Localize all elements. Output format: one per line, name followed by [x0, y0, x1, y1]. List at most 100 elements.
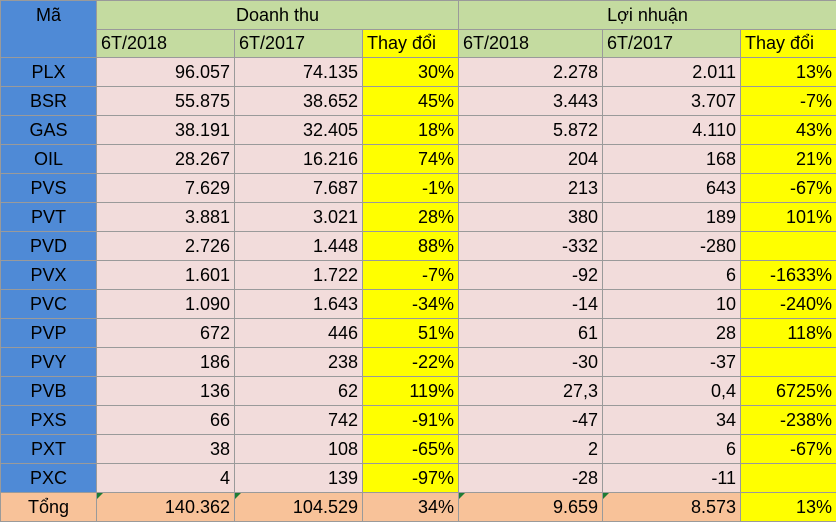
revenue-2017-cell[interactable]: 108	[234, 434, 363, 464]
revenue-2018-cell[interactable]: 4	[96, 463, 235, 493]
profit-2018-cell[interactable]: 204	[458, 144, 604, 174]
profit-change-cell[interactable]: -240%	[740, 289, 836, 319]
revenue-2017-cell[interactable]: 446	[234, 318, 363, 348]
revenue-2018-cell[interactable]: 66	[96, 405, 235, 435]
revenue-2017-cell[interactable]: 32.405	[234, 115, 363, 145]
profit-change-cell[interactable]: 21%	[740, 144, 836, 174]
revenue-2017-cell[interactable]: 3.021	[234, 202, 363, 232]
revenue-2017-cell[interactable]: 7.687	[234, 173, 363, 203]
profit-change-cell[interactable]: -67%	[740, 173, 836, 203]
total-revenue-2018-cell[interactable]: 140.362	[96, 492, 235, 522]
revenue-change-cell[interactable]: -22%	[361, 347, 460, 377]
profit-group-header[interactable]: Lợi nhuận	[458, 0, 836, 30]
profit-2018-cell[interactable]: -92	[458, 260, 604, 290]
code-header-cell[interactable]: Mã	[0, 0, 97, 58]
revenue-2018-cell[interactable]: 96.057	[96, 57, 235, 87]
profit-change-cell[interactable]: -1633%	[740, 260, 836, 290]
profit-2018-cell[interactable]: 213	[458, 173, 604, 203]
revenue-2017-cell[interactable]: 1.722	[234, 260, 363, 290]
code-cell[interactable]: PVP	[0, 318, 97, 348]
profit-2018-cell[interactable]: 27,3	[458, 376, 604, 406]
revenue-2018-header[interactable]: 6T/2018	[96, 29, 235, 58]
revenue-2017-header[interactable]: 6T/2017	[234, 29, 363, 58]
code-cell[interactable]: PXS	[0, 405, 97, 435]
total-profit-change-cell[interactable]: 13%	[740, 492, 836, 522]
code-cell[interactable]: OIL	[0, 144, 97, 174]
code-cell[interactable]: PVX	[0, 260, 97, 290]
revenue-change-header[interactable]: Thay đổi	[361, 29, 460, 58]
profit-2018-cell[interactable]: 5.872	[458, 115, 604, 145]
revenue-2017-cell[interactable]: 62	[234, 376, 363, 406]
profit-2018-cell[interactable]: 61	[458, 318, 604, 348]
code-cell[interactable]: PVD	[0, 231, 97, 261]
revenue-2018-cell[interactable]: 38.191	[96, 115, 235, 145]
profit-2017-cell[interactable]: 28	[602, 318, 742, 348]
revenue-change-cell[interactable]: 51%	[361, 318, 460, 348]
profit-change-cell[interactable]: -67%	[740, 434, 836, 464]
revenue-2018-cell[interactable]: 55.875	[96, 86, 235, 116]
revenue-2018-cell[interactable]: 1.601	[96, 260, 235, 290]
profit-2017-cell[interactable]: 3.707	[602, 86, 742, 116]
profit-2018-cell[interactable]: 3.443	[458, 86, 604, 116]
revenue-2018-cell[interactable]: 672	[96, 318, 235, 348]
profit-change-cell[interactable]	[740, 231, 836, 261]
code-cell[interactable]: PVB	[0, 376, 97, 406]
profit-change-cell[interactable]	[740, 463, 836, 493]
profit-2018-cell[interactable]: 2	[458, 434, 604, 464]
revenue-2017-cell[interactable]: 139	[234, 463, 363, 493]
code-cell[interactable]: PXC	[0, 463, 97, 493]
code-cell[interactable]: PVY	[0, 347, 97, 377]
revenue-change-cell[interactable]: 30%	[361, 57, 460, 87]
code-cell[interactable]: PXT	[0, 434, 97, 464]
profit-2017-cell[interactable]: 10	[602, 289, 742, 319]
revenue-change-cell[interactable]: -97%	[361, 463, 460, 493]
profit-2017-cell[interactable]: 0,4	[602, 376, 742, 406]
profit-2018-cell[interactable]: -14	[458, 289, 604, 319]
revenue-2018-cell[interactable]: 186	[96, 347, 235, 377]
revenue-change-cell[interactable]: 88%	[361, 231, 460, 261]
revenue-change-cell[interactable]: 74%	[361, 144, 460, 174]
code-cell[interactable]: BSR	[0, 86, 97, 116]
revenue-change-cell[interactable]: 45%	[361, 86, 460, 116]
code-cell[interactable]: PVT	[0, 202, 97, 232]
profit-2017-cell[interactable]: 4.110	[602, 115, 742, 145]
revenue-2017-cell[interactable]: 1.643	[234, 289, 363, 319]
profit-change-cell[interactable]: 118%	[740, 318, 836, 348]
total-label-cell[interactable]: Tổng	[0, 492, 97, 522]
revenue-2018-cell[interactable]: 2.726	[96, 231, 235, 261]
code-cell[interactable]: GAS	[0, 115, 97, 145]
profit-2018-cell[interactable]: 380	[458, 202, 604, 232]
profit-2018-header[interactable]: 6T/2018	[458, 29, 604, 58]
profit-change-cell[interactable]	[740, 347, 836, 377]
total-revenue-2017-cell[interactable]: 104.529	[234, 492, 363, 522]
code-cell[interactable]: PVS	[0, 173, 97, 203]
revenue-2018-cell[interactable]: 38	[96, 434, 235, 464]
profit-2017-cell[interactable]: -37	[602, 347, 742, 377]
total-profit-2018-cell[interactable]: 9.659	[458, 492, 604, 522]
revenue-group-header[interactable]: Doanh thu	[95, 0, 460, 30]
profit-2017-cell[interactable]: 189	[602, 202, 742, 232]
profit-change-cell[interactable]: -7%	[740, 86, 836, 116]
revenue-change-cell[interactable]: -34%	[361, 289, 460, 319]
revenue-change-cell[interactable]: -1%	[361, 173, 460, 203]
profit-2018-cell[interactable]: -30	[458, 347, 604, 377]
revenue-2018-cell[interactable]: 136	[96, 376, 235, 406]
profit-2018-cell[interactable]: 2.278	[458, 57, 604, 87]
revenue-change-cell[interactable]: 119%	[361, 376, 460, 406]
profit-2018-cell[interactable]: -332	[458, 231, 604, 261]
revenue-2018-cell[interactable]: 7.629	[96, 173, 235, 203]
code-cell[interactable]: PVC	[0, 289, 97, 319]
profit-change-cell[interactable]: 43%	[740, 115, 836, 145]
profit-2017-cell[interactable]: 6	[602, 260, 742, 290]
profit-2018-cell[interactable]: -28	[458, 463, 604, 493]
revenue-change-cell[interactable]: -65%	[361, 434, 460, 464]
profit-2017-header[interactable]: 6T/2017	[602, 29, 742, 58]
profit-change-cell[interactable]: -238%	[740, 405, 836, 435]
revenue-2018-cell[interactable]: 1.090	[96, 289, 235, 319]
revenue-2017-cell[interactable]: 38.652	[234, 86, 363, 116]
profit-change-cell[interactable]: 6725%	[740, 376, 836, 406]
revenue-2017-cell[interactable]: 74.135	[234, 57, 363, 87]
profit-2018-cell[interactable]: -47	[458, 405, 604, 435]
revenue-2017-cell[interactable]: 742	[234, 405, 363, 435]
total-profit-2017-cell[interactable]: 8.573	[602, 492, 742, 522]
